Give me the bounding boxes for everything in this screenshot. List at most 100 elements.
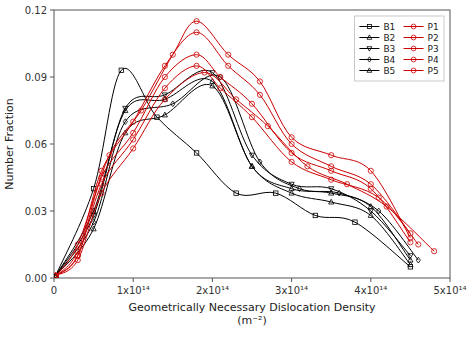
x-tick [54, 278, 55, 282]
point [234, 191, 238, 195]
legend-label: B1 [383, 22, 395, 32]
x-tick [450, 278, 451, 282]
y-tick [50, 77, 54, 78]
legend-marker [367, 57, 371, 62]
point [171, 101, 175, 107]
point [119, 68, 123, 72]
point [289, 135, 294, 140]
x-tick-label: 0 [51, 285, 57, 296]
point [408, 262, 413, 267]
point [226, 63, 231, 68]
point [368, 168, 373, 173]
legend-marker [367, 47, 372, 51]
legend-label: B2 [383, 33, 395, 43]
point [305, 164, 310, 169]
x-tick-label: 4x10¹⁴ [354, 285, 387, 296]
point [329, 187, 334, 192]
point [131, 137, 136, 142]
series [54, 79, 413, 278]
legend-item: B4 [359, 55, 395, 65]
legend-label: P5 [428, 66, 439, 76]
point [123, 106, 128, 111]
point [54, 273, 58, 278]
y-tick-label: 0.09 [25, 72, 47, 83]
point [416, 242, 421, 247]
point [162, 86, 167, 91]
legend-marker [367, 68, 372, 72]
point [249, 153, 254, 158]
legend-swatch [404, 59, 424, 60]
legend-marker [367, 24, 371, 28]
point [99, 175, 104, 180]
legend-item: P3 [404, 44, 439, 54]
chart: 01x10¹⁴2x10¹⁴3x10¹⁴4x10¹⁴5x10¹⁴0.000.030… [0, 0, 474, 338]
legend-marker [411, 46, 416, 51]
point [384, 204, 389, 209]
point [344, 182, 349, 187]
legend-label: B4 [383, 55, 395, 65]
y-tick [50, 144, 54, 145]
point [289, 159, 294, 164]
point [329, 168, 334, 173]
point [432, 249, 437, 254]
legend-label: P4 [428, 55, 439, 65]
point [368, 213, 373, 218]
series-line [56, 70, 411, 275]
x-tick-label: 3x10¹⁴ [275, 285, 308, 296]
legend: B1B2B3B4B5 P1P2P3P4P5 [354, 16, 444, 81]
point [368, 186, 373, 191]
point [162, 112, 167, 117]
point [408, 240, 413, 245]
point [249, 101, 254, 106]
y-tick-label: 0.00 [25, 273, 47, 284]
point [210, 83, 215, 88]
legend-label: P3 [428, 44, 439, 54]
point [91, 226, 96, 231]
series [54, 74, 420, 278]
point [92, 219, 96, 225]
y-axis-label: Number Fraction [3, 98, 16, 190]
legend-marker [411, 35, 416, 40]
legend-swatch [359, 48, 379, 49]
series-line [56, 73, 435, 276]
legend-label: P1 [428, 22, 439, 32]
point [131, 130, 136, 135]
y-tick [50, 278, 54, 279]
legend-swatch [404, 26, 424, 27]
legend-item: P2 [404, 33, 439, 43]
point [202, 70, 207, 75]
legend-marker [411, 57, 416, 62]
series-line [56, 55, 411, 276]
series-line [56, 79, 411, 276]
point [131, 119, 136, 124]
series [54, 63, 421, 278]
series [54, 52, 413, 278]
legend-item: B2 [359, 33, 395, 43]
point [123, 119, 127, 125]
legend-marker [411, 24, 416, 29]
x-tick [133, 278, 134, 282]
point [329, 199, 334, 204]
legend-item: P4 [404, 55, 439, 65]
legend-swatch [359, 37, 379, 38]
point [313, 213, 317, 217]
point [218, 74, 223, 79]
legend-marker [367, 35, 372, 39]
point [194, 151, 198, 155]
point [337, 190, 341, 196]
x-tick [212, 278, 213, 282]
series-line [56, 66, 419, 276]
legend-swatch [404, 37, 424, 38]
y-tick-label: 0.06 [25, 139, 47, 150]
point [297, 186, 301, 192]
point [274, 191, 278, 195]
legend-item: B3 [359, 44, 395, 54]
point [249, 163, 254, 168]
series-line [56, 75, 419, 276]
point [99, 168, 104, 173]
legend-item: B5 [359, 66, 395, 76]
point [99, 182, 104, 187]
point [226, 52, 231, 57]
point [249, 115, 254, 120]
legend-swatch [359, 59, 379, 60]
